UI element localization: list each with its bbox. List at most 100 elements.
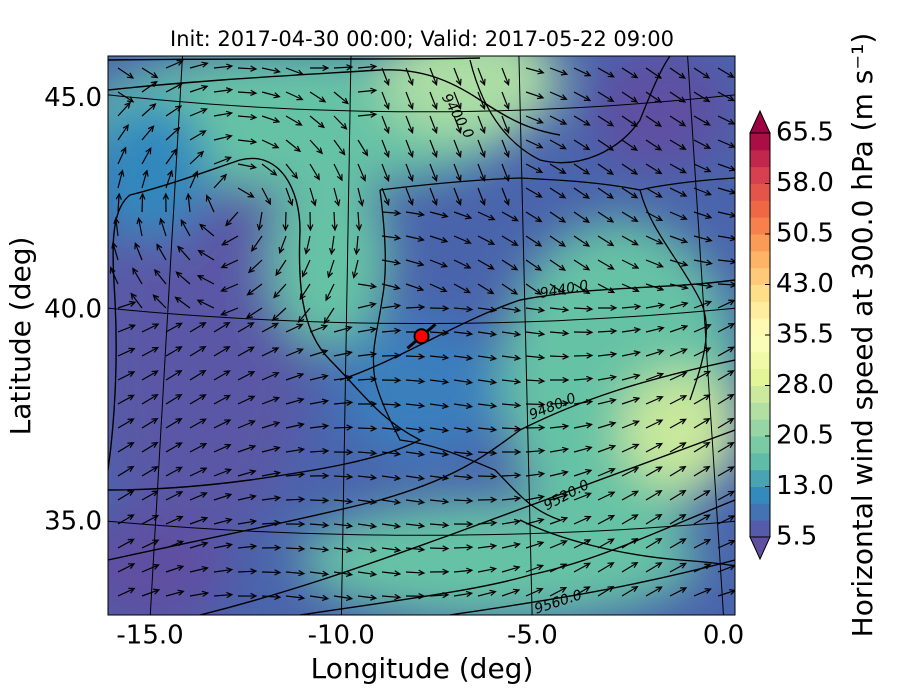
- wind-arrow: [477, 566, 498, 573]
- wind-arrow: [261, 163, 278, 176]
- wind-arrow: [693, 490, 711, 501]
- wind-arrow: [669, 489, 687, 501]
- wind-arrow: [117, 563, 136, 573]
- wind-arrow: [597, 421, 617, 429]
- wind-arrow: [381, 234, 402, 241]
- wind-arrow: [645, 259, 664, 268]
- wind-arrow: [477, 496, 498, 503]
- colorbar-band: [750, 520, 770, 538]
- wind-arrow: [117, 394, 135, 405]
- wind-arrow: [285, 163, 299, 180]
- wind-arrow: [285, 323, 304, 333]
- wind-arrow: [381, 593, 402, 601]
- wind-arrow: [141, 103, 157, 117]
- wind-arrow: [717, 393, 735, 405]
- wind-arrow: [237, 469, 257, 477]
- wind-arrow: [717, 67, 735, 78]
- wind-arrow: [717, 490, 735, 501]
- wind-arrow: [597, 491, 616, 501]
- wind-arrow: [597, 163, 614, 175]
- wind-arrow: [381, 377, 402, 384]
- wind-arrow: [381, 259, 402, 266]
- wind-arrow: [213, 345, 231, 357]
- wind-arrow: [357, 187, 365, 207]
- colorbar-band: [750, 351, 770, 370]
- wind-arrow: [357, 498, 378, 505]
- wind-arrow: [285, 91, 304, 101]
- wind-arrow: [453, 354, 474, 361]
- wind-arrow: [621, 283, 640, 293]
- wind-arrow: [621, 67, 639, 79]
- wind-arrow: [453, 259, 472, 269]
- wind-arrow: [213, 110, 234, 117]
- wind-arrow: [477, 91, 486, 111]
- wind-arrow: [297, 307, 311, 324]
- wind-arrow: [175, 271, 191, 285]
- wind-arrow: [196, 299, 215, 309]
- wind-arrow: [405, 210, 426, 218]
- wind-arrow: [453, 402, 474, 410]
- wind-arrow: [477, 473, 498, 480]
- wind-arrow: [141, 490, 159, 501]
- wind-arrow: [357, 282, 378, 290]
- wind-arrow: [381, 474, 402, 481]
- wind-arrow: [333, 187, 341, 207]
- x-tick-label: -5.0: [507, 621, 558, 651]
- wind-arrow: [477, 211, 496, 221]
- wind-arrow: [453, 91, 462, 111]
- wind-arrow: [597, 304, 618, 312]
- wind-arrow: [285, 446, 306, 454]
- wind-arrow: [381, 450, 402, 457]
- wind-arrow: [501, 235, 519, 246]
- wind-arrow: [213, 567, 234, 574]
- wind-arrow: [501, 472, 522, 479]
- wind-arrow: [159, 217, 167, 237]
- wind-arrow: [213, 394, 232, 405]
- wind-arrow: [453, 378, 474, 386]
- meridian: [518, 56, 533, 615]
- wind-arrow: [405, 67, 414, 87]
- wind-arrow: [141, 80, 158, 93]
- wind-arrow: [477, 139, 486, 159]
- wind-arrow: [165, 442, 183, 453]
- wind-arrow: [717, 258, 735, 265]
- wind-arrow: [573, 515, 592, 525]
- wind-arrow: [669, 115, 687, 127]
- colorbar-band: [750, 200, 770, 218]
- wind-arrow: [621, 537, 639, 549]
- wind-arrow: [185, 192, 192, 213]
- wind-arrow: [453, 139, 462, 159]
- wind-arrow: [381, 522, 402, 529]
- wind-arrow: [453, 305, 474, 313]
- wind-arrow: [333, 498, 354, 505]
- wind-arrow: [333, 115, 348, 130]
- wind-arrow: [573, 235, 591, 247]
- wind-arrow: [113, 216, 120, 237]
- wind-arrow: [549, 306, 570, 313]
- wind-arrow: [237, 163, 258, 170]
- wind-arrow: [477, 378, 498, 385]
- wind-arrow: [693, 259, 713, 266]
- wind-arrow: [477, 426, 498, 433]
- wind-arrow: [301, 259, 311, 278]
- wind-arrow: [405, 546, 426, 553]
- wind-arrow: [669, 211, 688, 220]
- wind-arrow: [405, 498, 426, 505]
- wind-arrow: [237, 420, 256, 429]
- plot-frame: [107, 55, 736, 616]
- wind-arrow: [285, 67, 305, 76]
- wind-arrow: [549, 163, 567, 175]
- wind-arrow: [237, 444, 257, 453]
- wind-arrow: [693, 91, 711, 103]
- wind-arrow: [453, 426, 474, 433]
- wind-arrow: [573, 139, 591, 151]
- wind-arrow: [225, 211, 239, 227]
- colorbar-band: [750, 385, 770, 403]
- wind-arrow: [189, 541, 209, 549]
- wind-arrow: [141, 564, 160, 573]
- wind-arrow: [717, 115, 735, 125]
- wind-arrow: [501, 495, 522, 502]
- wind-arrow: [501, 588, 521, 597]
- wind-arrow: [333, 473, 354, 480]
- wind-arrow: [309, 497, 330, 504]
